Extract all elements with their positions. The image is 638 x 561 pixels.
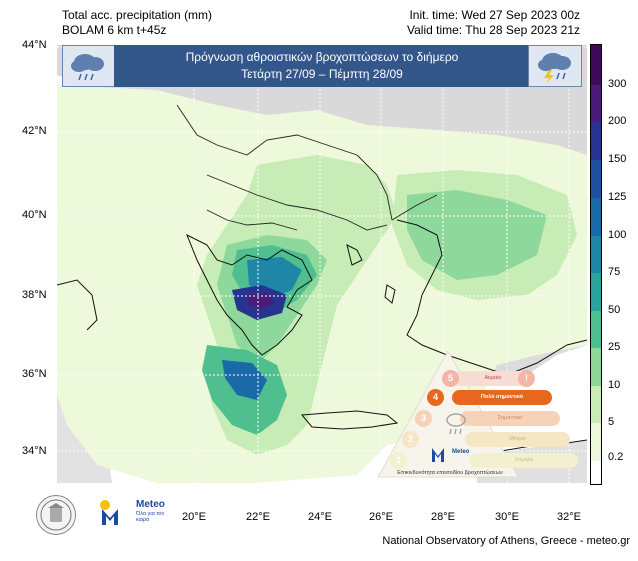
banner-title-box: Πρόγνωση αθροιστικών βροχοπτώσεων το διή… bbox=[114, 45, 530, 87]
legend-level-3-badge: 3 bbox=[415, 410, 432, 427]
legend-level-5-label: Ακραίο bbox=[484, 375, 502, 381]
lon-label-26: 26°E bbox=[369, 511, 393, 523]
lat-label-36: 36°N bbox=[22, 368, 47, 380]
legend-level-5-badge: 5 bbox=[442, 370, 459, 387]
colorbar-label-75: 75 bbox=[608, 266, 621, 278]
precip-200-area bbox=[247, 293, 275, 309]
legend-level-3-label: Σημαντικό bbox=[497, 415, 523, 421]
legend-level-4-label: Πολύ σημαντικό bbox=[480, 394, 524, 400]
lon-label-24: 24°E bbox=[308, 511, 332, 523]
colorbar-label-0.2: 0.2 bbox=[608, 451, 624, 463]
product-title: Total acc. precipitation (mm) bbox=[62, 8, 213, 22]
legend-rain-cloud-icon bbox=[446, 413, 466, 435]
colorbar-seg-25 bbox=[591, 311, 601, 348]
hazard-legend: Ακραίο 5 ! Πολύ σημαντικό 4 Σημαντικό 3 … bbox=[370, 345, 586, 482]
lon-label-30: 30°E bbox=[495, 511, 519, 523]
lat-label-42: 42°N bbox=[22, 125, 47, 137]
legend-level-1-badge: 1 bbox=[390, 452, 407, 469]
legend-meteo-logo-icon bbox=[432, 448, 456, 462]
legend-level-2-badge: 2 bbox=[402, 431, 419, 448]
lat-label-40: 40°N bbox=[22, 209, 47, 221]
legend-level-5: Ακραίο bbox=[452, 371, 534, 386]
lat-label-38: 38°N bbox=[22, 289, 47, 301]
colorbar-seg-200 bbox=[591, 85, 601, 122]
observatory-seal-icon bbox=[36, 495, 76, 535]
country-borders bbox=[176, 104, 438, 231]
legend-level-5-mark: ! bbox=[518, 370, 535, 387]
rain-cloud-icon bbox=[62, 45, 116, 87]
colorbar-seg-300 bbox=[591, 45, 601, 85]
colorbar-seg-5 bbox=[591, 386, 601, 423]
banner-subtitle: Τετάρτη 27/09 – Πέμπτη 28/09 bbox=[241, 67, 403, 81]
legend-title: Επικινδυνότητα επεισοδίου βροχοπτώσεων bbox=[397, 470, 503, 476]
colorbar-label-150: 150 bbox=[608, 153, 627, 165]
thunderstorm-cloud-icon bbox=[528, 45, 582, 87]
precip-10-east-area bbox=[407, 190, 547, 280]
meteo-brand: Meteo bbox=[136, 499, 165, 510]
colorbar bbox=[590, 44, 602, 485]
logo-strip: Meteo Όλα για τον καιρό bbox=[36, 495, 196, 535]
legend-level-2-label: Μέτριο bbox=[509, 436, 526, 442]
colorbar-label-200: 200 bbox=[608, 115, 627, 127]
colorbar-seg-125 bbox=[591, 160, 601, 198]
colorbar-seg-zero bbox=[591, 461, 601, 484]
colorbar-seg-10 bbox=[591, 348, 601, 386]
meteo-logo-icon bbox=[98, 497, 128, 527]
map-canvas bbox=[57, 45, 587, 483]
lon-label-22: 22°E bbox=[246, 511, 270, 523]
precipitation-shading bbox=[57, 85, 587, 483]
lon-label-28: 28°E bbox=[431, 511, 455, 523]
colorbar-label-10: 10 bbox=[608, 379, 621, 391]
legend-level-4-badge: 4 bbox=[427, 389, 444, 406]
lon-label-20: 20°E bbox=[182, 511, 206, 523]
colorbar-label-300: 300 bbox=[608, 78, 627, 90]
lat-label-44: 44°N bbox=[22, 39, 47, 51]
colorbar-label-5: 5 bbox=[608, 416, 615, 428]
colorbar-seg-75 bbox=[591, 236, 601, 273]
legend-level-2: Μέτριο bbox=[465, 432, 570, 447]
legend-level-1-label: Χαμηλό bbox=[514, 457, 534, 463]
model-label: BOLAM 6 km t+45z bbox=[62, 23, 167, 37]
valid-time: Valid time: Thu 28 Sep 2023 21z bbox=[406, 23, 580, 37]
precipitation-map bbox=[57, 45, 587, 483]
colorbar-label-25: 25 bbox=[608, 341, 621, 353]
colorbar-seg-100 bbox=[591, 198, 601, 236]
coastlines bbox=[57, 219, 587, 456]
colorbar-label-50: 50 bbox=[608, 304, 621, 316]
header-right: Init. time: Wed 27 Sep 2023 00z Valid ti… bbox=[407, 8, 580, 38]
legend-level-4: Πολύ σημαντικό bbox=[452, 390, 552, 405]
lat-label-34: 34°N bbox=[22, 445, 47, 457]
banner-title: Πρόγνωση αθροιστικών βροχοπτώσεων το διή… bbox=[185, 50, 459, 64]
colorbar-label-125: 125 bbox=[608, 191, 627, 203]
lon-label-32: 32°E bbox=[557, 511, 581, 523]
footer-credit: National Observatory of Athens, Greece -… bbox=[382, 535, 630, 547]
legend-level-3: Σημαντικό bbox=[460, 411, 560, 426]
legend-brand: Meteo bbox=[452, 449, 470, 455]
legend-level-1: Χαμηλό bbox=[470, 453, 578, 468]
forecast-banner: Πρόγνωση αθροιστικών βροχοπτώσεων το διή… bbox=[57, 45, 587, 87]
colorbar-seg-150 bbox=[591, 122, 601, 160]
colorbar-seg-0.2 bbox=[591, 423, 601, 461]
colorbar-label-100: 100 bbox=[608, 229, 627, 241]
colorbar-seg-50 bbox=[591, 273, 601, 311]
header-left: Total acc. precipitation (mm) BOLAM 6 km… bbox=[62, 8, 212, 38]
precip-100-south-area bbox=[222, 360, 267, 400]
meteo-tagline: Όλα για τον καιρό bbox=[136, 511, 165, 523]
init-time: Init. time: Wed 27 Sep 2023 00z bbox=[409, 8, 580, 22]
